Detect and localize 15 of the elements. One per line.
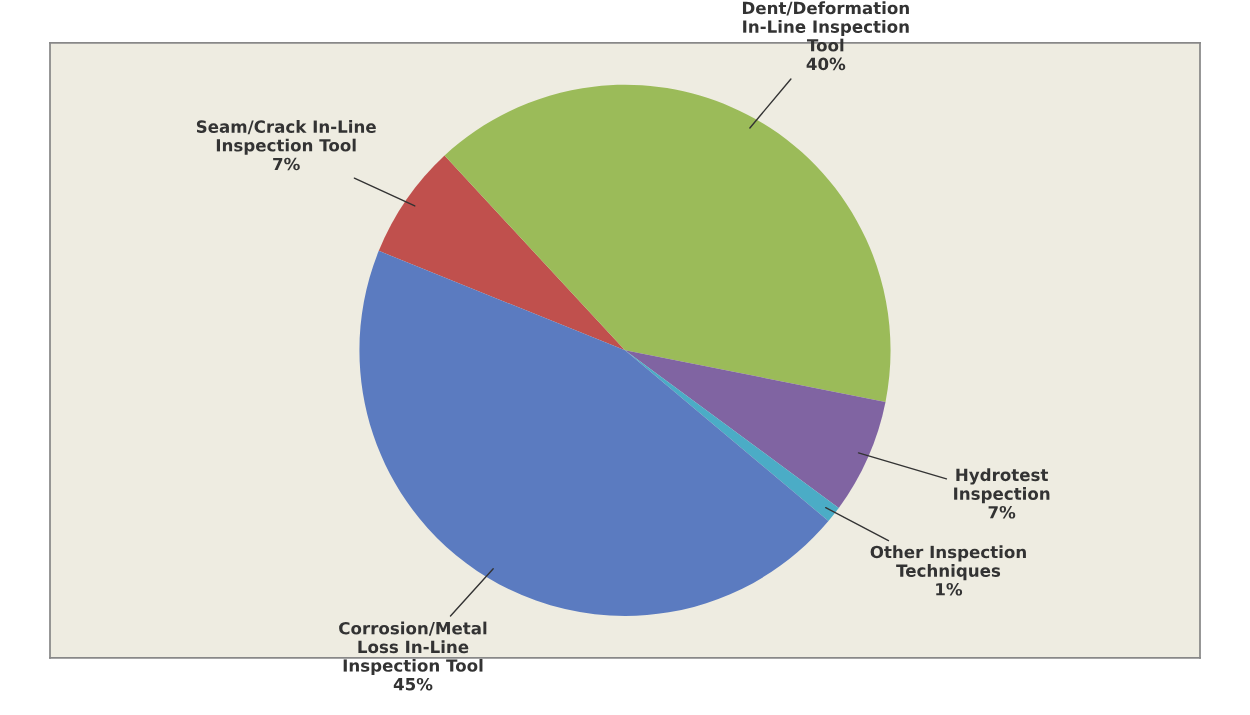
pie-slice <box>625 350 886 508</box>
slice-label: Dent/Deformation In-Line Inspection Tool <box>742 1 909 52</box>
data-label: 7% <box>273 157 300 171</box>
pie-slice <box>444 84 891 402</box>
slice-label: Hydrotest Inspection <box>954 468 1050 504</box>
pie-slice <box>359 250 829 616</box>
slice-label: Corrosion/Metal Loss In-Line Inspection Tool <box>339 621 487 676</box>
pie-slice <box>625 350 839 522</box>
pie-slice <box>378 155 625 351</box>
data-label: 1% <box>936 582 963 596</box>
data-label: 40% <box>806 57 846 71</box>
slice-label: Seam/Crack In-Line Inspection Tool <box>196 120 376 155</box>
slice-label: Other Inspection Techniques <box>870 545 1026 581</box>
data-label: 7% <box>988 505 1016 519</box>
data-label: 45% <box>393 677 433 691</box>
